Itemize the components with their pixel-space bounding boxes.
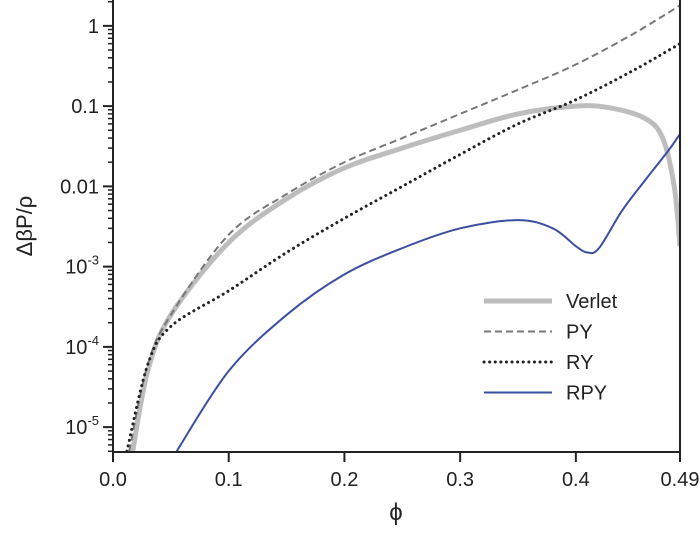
y-tick-label: 0.1 — [71, 96, 99, 118]
x-axis-label: ϕ — [389, 499, 402, 526]
x-tick-label: 0.49 — [661, 469, 700, 491]
series-line-ry — [125, 42, 680, 452]
legend-label-py: PY — [566, 322, 593, 344]
series-line-rpy — [175, 133, 680, 452]
y-tick-label: 10-3 — [65, 253, 99, 279]
x-tick-label: 0.2 — [331, 469, 359, 491]
x-tick-label: 0.0 — [99, 469, 127, 491]
y-tick-label: 0.01 — [60, 176, 99, 198]
axes: 0.0 0.1 0.2 0.3 0.4 0.49 1 0.1 0.01 10-3 10-4 10-5 — [60, 0, 699, 491]
legend: Verlet PY RY RPY — [482, 291, 618, 405]
series-line-py — [128, 4, 680, 452]
legend-label-rpy: RPY — [566, 383, 607, 405]
y-tick-label: 10-5 — [65, 413, 99, 439]
x-tick-label: 0.1 — [215, 469, 243, 491]
y-tick-label: 10-4 — [65, 333, 99, 359]
curves — [125, 4, 680, 452]
y-tick-label: 1 — [88, 16, 99, 38]
legend-label-verlet: Verlet — [566, 291, 618, 313]
y-axis-label: ΔβP/ρ — [12, 196, 37, 257]
x-tick-label: 0.4 — [562, 469, 590, 491]
legend-label-ry: RY — [566, 352, 593, 374]
x-tick-label: 0.3 — [446, 469, 474, 491]
